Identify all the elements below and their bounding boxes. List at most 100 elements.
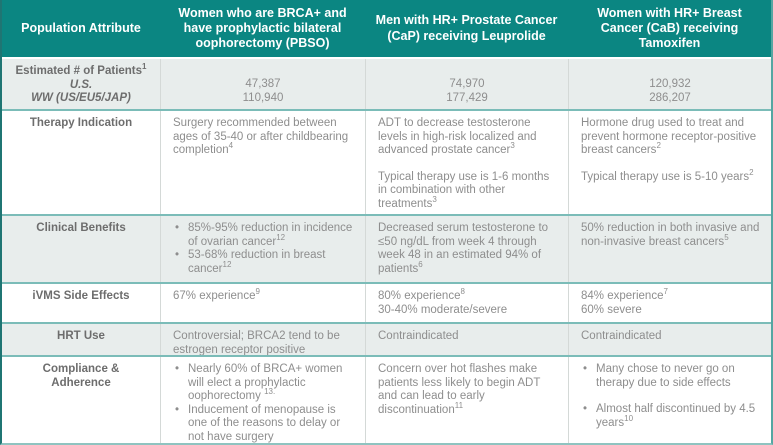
superscript-reference: 2 [749, 167, 754, 177]
cell-hrt-use-col3: Contraindicated [365, 324, 568, 355]
row-label-line: U.S. [69, 78, 93, 91]
superscript-reference: 13. [264, 387, 276, 397]
cell-text: 286,207 [649, 91, 691, 104]
spacer [378, 158, 560, 171]
cell-text: Decreased serum testosterone to ≤50 ng/d… [378, 222, 549, 275]
bullet-text: Nearly 60% of BRCA+ women will elect a p… [188, 363, 343, 403]
cell-text: Concern over hot flashes make patients l… [378, 363, 541, 416]
cell-text: 120,932 [649, 78, 691, 90]
header-prostate-leuprolide: Men with HR+ Prostate Cancer (CaP) recei… [375, 13, 558, 43]
row-label-line: iVMS Side Effects [32, 290, 130, 302]
cell-text: Typical therapy use is 5-10 years2 [581, 167, 754, 183]
cell-text: Surgery recommended between ages of 35-4… [173, 117, 349, 157]
cell-hrt-use-col2: Controversial; BRCA2 tend to be estrogen… [160, 324, 365, 355]
cell-text: Controversial; BRCA2 tend to be estrogen… [173, 330, 340, 355]
cell-therapy-indication-col2: Surgery recommended between ages of 35-4… [160, 111, 365, 214]
superscript-reference: 5 [724, 232, 729, 242]
cell-text: 177,429 [446, 91, 488, 104]
bullet-item: • 53-68% reduction in breast cancer12 [173, 249, 357, 276]
cell-therapy-indication-col4: Hormone drug used to treat and prevent h… [568, 111, 771, 214]
cell-compliance-adherence-col4: • Many chose to never go on therapy due t… [568, 357, 771, 443]
superscript-reference: 2 [656, 141, 661, 151]
header-population-attribute: Population Attribute [21, 20, 141, 35]
cell-compliance-adherence-col2: • Nearly 60% of BRCA+ women will elect a … [160, 357, 365, 443]
cell-text: Contraindicated [581, 330, 662, 342]
table-row-therapy-indication: Therapy Indication Surgery recommended be… [2, 109, 771, 214]
cell-text: 80% experience8 [378, 287, 465, 302]
bullet-item: • Inducement of menopause is one of the r… [173, 404, 357, 443]
superscript-reference: 7 [663, 287, 668, 297]
row-label-compliance-adherence: Compliance & Adherence [2, 357, 160, 443]
table-row-hrt-use: HRT Use Controversial; BRCA2 tend to be e… [2, 322, 771, 355]
cell-hrt-use-col4: Contraindicated [568, 324, 771, 355]
row-label-line: WW (US/EU5/JAP) [31, 92, 131, 105]
bullet-icon: • [175, 363, 180, 375]
cell-estimated-patients-col4: 120,932 286,207 [568, 59, 771, 109]
superscript-reference: 11 [454, 400, 464, 410]
bullet-icon: • [175, 249, 180, 262]
cell-clinical-benefits-col3: Decreased serum testosterone to ≤50 ng/d… [365, 216, 568, 282]
bullet-text: Almost half discontinued by 4.5 years10 [596, 403, 756, 429]
cell-text: 50% reduction in both invasive and non-i… [581, 222, 760, 248]
cell-text: 74,970 [449, 78, 485, 90]
cell-clinical-benefits-col2: • 85%-95% reduction in incidence of ovari… [160, 216, 365, 282]
spacer [577, 65, 763, 78]
bullet-icon: • [175, 222, 180, 234]
table-row-compliance-adherence: Compliance & Adherence • Nearly 60% of BRCA… [2, 355, 771, 443]
row-label-estimated-patients: Estimated # of Patients1 U.S. WW (US/EU5/J… [2, 59, 160, 109]
row-label-hrt-use: HRT Use [2, 324, 160, 355]
cell-ivms-side-effects-col3: 80% experience8 30-40% moderate/severe [365, 284, 568, 322]
superscript-reference: 8 [460, 287, 465, 297]
row-label-line: Compliance & [42, 363, 120, 375]
cell-therapy-indication-col3: ADT to decrease testosterone levels in h… [365, 111, 568, 214]
superscript-reference: 6 [418, 259, 423, 269]
bullet-item: • Almost half discontinued by 4.5 years10 [581, 403, 763, 430]
bullet-text: Many chose to never go on therapy due to… [596, 363, 735, 389]
bullet-icon: • [175, 403, 180, 416]
spacer [169, 65, 357, 78]
cell-ivms-side-effects-col2: 67% experience9 [160, 284, 365, 322]
spacer [581, 158, 763, 171]
cell-text: 67% experience9 [173, 287, 260, 302]
superscript-reference: 10 [624, 413, 634, 423]
row-label-ivms-side-effects: iVMS Side Effects [2, 284, 160, 322]
superscript-reference: 4 [228, 141, 234, 151]
bullet-item: • Many chose to never go on therapy due t… [581, 363, 763, 390]
bullet-text: Inducement of menopause is one of the re… [188, 403, 341, 443]
header-brca-pbso: Women who are BRCA+ and have prophylacti… [178, 5, 347, 51]
cell-ivms-side-effects-col4: 84% experience7 60% severe [568, 284, 771, 322]
superscript-reference: 12 [276, 232, 286, 242]
cell-text: Typical therapy use is 1-6 months in com… [378, 170, 550, 210]
cell-text: 30-40% moderate/severe [378, 303, 508, 316]
table-row-estimated-patients: Estimated # of Patients1 U.S. WW (US/EU5/J… [2, 57, 771, 109]
row-label-line: Clinical Benefits [36, 222, 126, 234]
cell-text: Contraindicated [378, 330, 459, 342]
row-label-line: HRT Use [57, 330, 105, 342]
table-row-clinical-benefits: Clinical Benefits • 85%-95% reduction in i… [2, 214, 771, 282]
table-row-ivms-side-effects: iVMS Side Effects 67% experience9 80% expe… [2, 282, 771, 322]
cell-text: Hormone drug used to treat and prevent h… [581, 117, 757, 157]
spacer [374, 65, 560, 78]
cell-estimated-patients-col3: 74,970 177,429 [365, 59, 568, 109]
cell-text: 47,387 [245, 78, 281, 90]
row-label-therapy-indication: Therapy Indication [2, 111, 160, 214]
cell-compliance-adherence-col3: Concern over hot flashes make patients l… [365, 357, 568, 443]
table-header-row: Population Attribute Women who are BRCA+… [2, 0, 771, 57]
cell-text: ADT to decrease testosterone levels in h… [378, 117, 537, 157]
cell-clinical-benefits-col4: 50% reduction in both invasive and non-i… [568, 216, 771, 282]
bullet-text: 85%-95% reduction in incidence of ovaria… [188, 222, 353, 248]
superscript-reference: 1 [142, 62, 147, 72]
cell-text: 110,940 [242, 91, 284, 104]
row-label-line: Therapy Indication [29, 117, 133, 129]
bullet-item: • 85%-95% reduction in incidence of ovari… [173, 222, 357, 249]
bullet-item: • Nearly 60% of BRCA+ women will elect a … [173, 363, 357, 404]
superscript-reference: 3 [510, 141, 515, 151]
row-label-line: Adherence [51, 376, 111, 389]
cell-estimated-patients-col2: 47,387 110,940 [160, 59, 365, 109]
bullet-icon: • [583, 363, 588, 375]
superscript-reference: 9 [255, 287, 260, 297]
cell-text: 84% experience7 [581, 287, 668, 302]
header-breast-tamoxifen: Women with HR+ Breast Cancer (CaB) recei… [597, 5, 742, 51]
row-label-clinical-benefits: Clinical Benefits [2, 216, 160, 282]
